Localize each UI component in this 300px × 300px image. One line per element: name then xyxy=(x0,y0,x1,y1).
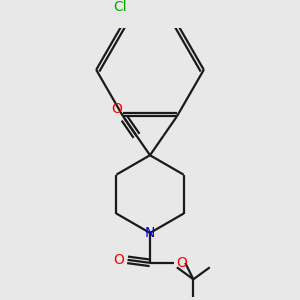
Text: N: N xyxy=(145,226,155,240)
Text: Cl: Cl xyxy=(113,0,127,14)
Text: O: O xyxy=(111,102,122,116)
Text: O: O xyxy=(176,256,187,270)
Text: O: O xyxy=(113,253,124,267)
